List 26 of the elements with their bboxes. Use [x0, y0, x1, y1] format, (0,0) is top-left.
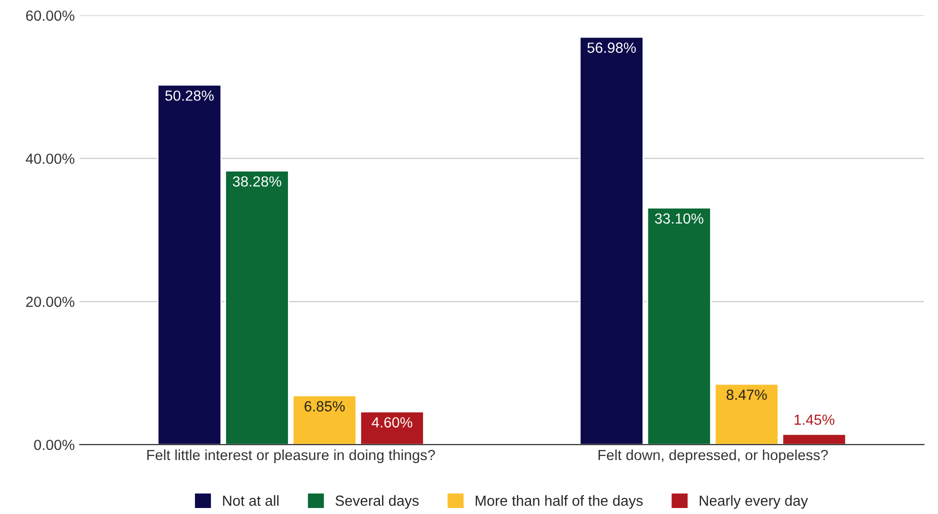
bar [224, 170, 290, 445]
data-label: 1.45% [794, 414, 834, 425]
bar [157, 84, 222, 445]
bar [714, 383, 779, 445]
data-label: 38.28% [232, 176, 282, 187]
legend-label: Nearly every day [700, 495, 808, 509]
data-label: 56.98% [587, 42, 636, 53]
data-label: 50.28% [165, 90, 214, 101]
legend-label: Not at all [223, 495, 278, 506]
y-tick-label: 40.00% [26, 154, 74, 164]
y-tick-label: 60.00% [26, 10, 74, 21]
x-tick-label: Felt little interest or pleasure in doing things? [147, 449, 435, 464]
data-label: 33.10% [654, 213, 704, 224]
legend-label: More than half of the days [476, 495, 643, 509]
data-label: 4.60% [372, 417, 412, 428]
bar [292, 394, 357, 445]
bar [360, 411, 424, 445]
data-label: 6.85% [304, 401, 345, 412]
x-tick-label: Felt down, depressed, or hopeless? [598, 449, 828, 464]
y-tick-label: 20.00% [26, 296, 74, 307]
y-tick-label: 0.00% [34, 440, 74, 450]
legend-label: Several days [336, 495, 419, 509]
bar [782, 434, 847, 445]
bar [646, 207, 712, 445]
data-label: 8.47% [726, 390, 767, 400]
bar [579, 36, 644, 445]
